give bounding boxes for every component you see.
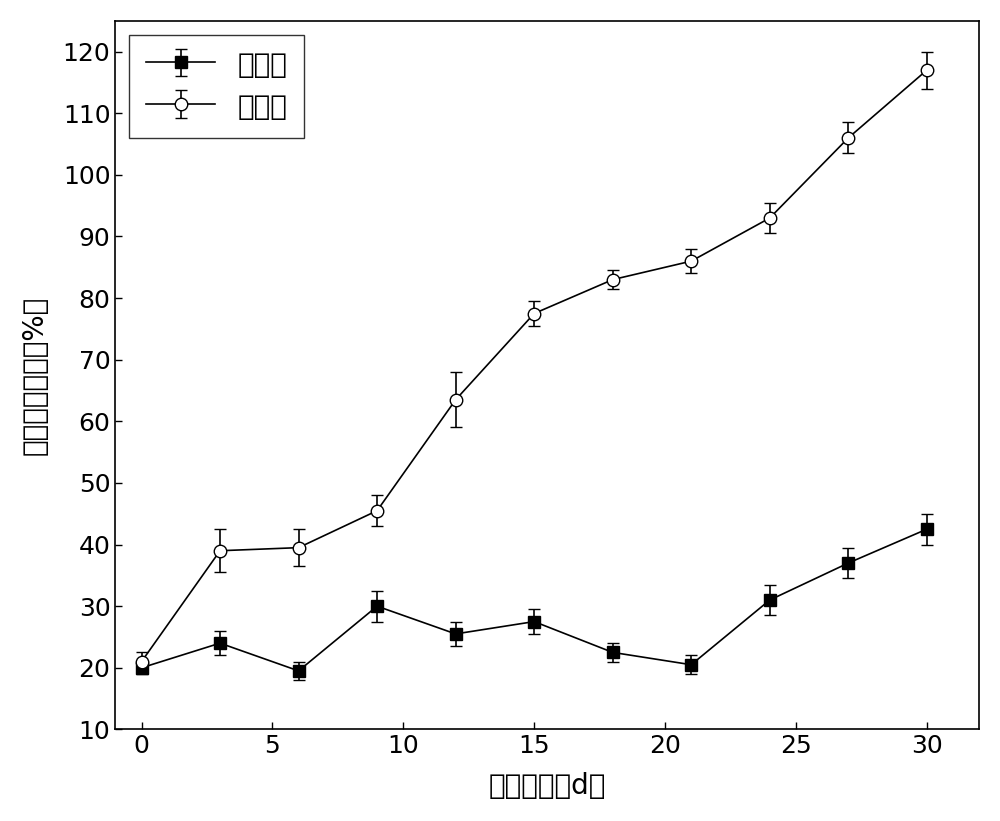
Legend: 对照组, 实验组: 对照组, 实验组: [129, 34, 304, 138]
Y-axis label: 种子发芽指数（%）: 种子发芽指数（%）: [21, 296, 49, 455]
X-axis label: 堆肥时间（d）: 堆肥时间（d）: [489, 773, 606, 800]
